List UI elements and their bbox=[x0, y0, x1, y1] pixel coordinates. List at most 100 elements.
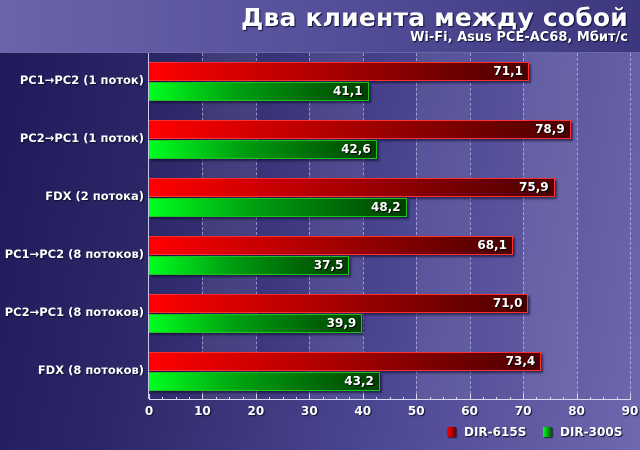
x-minor-tick bbox=[175, 397, 177, 400]
title-band: Два клиента между собой Wi-Fi, Asus PCE-… bbox=[0, 0, 640, 53]
x-minor-tick bbox=[189, 397, 191, 400]
x-minor-tick bbox=[269, 397, 271, 400]
x-minor-tick bbox=[402, 397, 404, 400]
bar-value-label: 78,9 bbox=[535, 122, 565, 136]
chart-subtitle: Wi-Fi, Asus PCE-AC68, Мбит/с bbox=[410, 30, 628, 45]
category-label: PC2→PC1 (8 потоков) bbox=[4, 305, 144, 319]
x-minor-tick bbox=[162, 397, 164, 400]
bar-value-label: 41,1 bbox=[333, 84, 363, 98]
legend-item-dir615s: DIR-615S bbox=[447, 425, 526, 439]
bar-value-label: 71,1 bbox=[493, 64, 523, 78]
x-tick bbox=[416, 394, 418, 400]
x-tick-label: 90 bbox=[621, 404, 639, 418]
x-tick bbox=[255, 394, 257, 400]
bar-dir615s: 71,0 bbox=[149, 294, 529, 313]
bar-dir615s: 78,9 bbox=[149, 120, 571, 139]
bar-dir300s: 48,2 bbox=[149, 198, 407, 217]
x-minor-tick bbox=[589, 397, 591, 400]
x-minor-tick bbox=[282, 397, 284, 400]
grid-line bbox=[202, 53, 204, 399]
bar-value-label: 48,2 bbox=[370, 200, 401, 214]
x-minor-tick bbox=[496, 397, 498, 400]
x-minor-tick bbox=[376, 397, 378, 400]
x-tick bbox=[202, 394, 204, 400]
x-tick-label: 20 bbox=[247, 404, 265, 418]
bar-value-label: 75,9 bbox=[519, 180, 549, 194]
grid-line bbox=[523, 53, 525, 399]
category-label: PC2→PC1 (1 поток) bbox=[19, 131, 144, 145]
bar-dir615s: 68,1 bbox=[149, 236, 513, 255]
legend-label: DIR-615S bbox=[464, 425, 527, 439]
bar-value-label: 43,2 bbox=[344, 374, 374, 388]
x-minor-tick bbox=[456, 397, 458, 400]
bar-dir615s: 73,4 bbox=[149, 352, 542, 371]
grid-line bbox=[576, 53, 578, 399]
grid-line bbox=[362, 53, 364, 399]
grid-line bbox=[255, 53, 257, 399]
x-minor-tick bbox=[603, 397, 605, 400]
x-minor-tick bbox=[229, 397, 231, 400]
legend-swatch-green-icon bbox=[543, 427, 552, 437]
x-minor-tick bbox=[322, 397, 324, 400]
grid-band bbox=[416, 53, 470, 399]
legend-label: DIR-300S bbox=[560, 425, 623, 439]
bar-value-label: 42,6 bbox=[341, 142, 371, 156]
bar-value-label: 39,9 bbox=[326, 316, 357, 330]
grid-line bbox=[469, 53, 471, 399]
category-label: FDX (2 потока) bbox=[45, 189, 144, 203]
x-minor-tick bbox=[242, 397, 244, 400]
x-minor-tick bbox=[442, 397, 444, 400]
x-tick-label: 80 bbox=[568, 404, 585, 418]
x-minor-tick bbox=[215, 397, 217, 400]
x-tick bbox=[576, 394, 578, 400]
legend-item-dir300s: DIR-300S bbox=[543, 425, 622, 439]
chart-title: Два клиента между собой bbox=[241, 3, 628, 32]
x-minor-tick bbox=[536, 397, 538, 400]
x-tick-label: 0 bbox=[144, 404, 154, 418]
x-tick bbox=[523, 394, 525, 400]
bar-dir300s: 37,5 bbox=[149, 256, 350, 275]
grid-band bbox=[577, 53, 630, 399]
x-minor-tick bbox=[336, 397, 338, 400]
x-minor-tick bbox=[563, 397, 565, 400]
x-tick bbox=[362, 394, 364, 400]
x-tick-label: 40 bbox=[354, 404, 372, 418]
x-tick-label: 30 bbox=[300, 404, 318, 418]
y-axis bbox=[148, 53, 149, 399]
x-minor-tick bbox=[295, 397, 297, 400]
category-label: PC1→PC2 (1 поток) bbox=[19, 73, 144, 87]
category-label: PC1→PC2 (8 потоков) bbox=[4, 247, 144, 261]
bar-dir300s: 41,1 bbox=[149, 82, 369, 101]
grid-band bbox=[470, 53, 523, 399]
x-tick bbox=[469, 394, 471, 400]
x-minor-tick bbox=[549, 397, 551, 400]
x-tick-label: 70 bbox=[514, 404, 532, 418]
x-tick bbox=[149, 394, 150, 400]
x-minor-tick bbox=[616, 397, 618, 400]
grid-band bbox=[149, 53, 202, 399]
legend-swatch-red-icon bbox=[447, 427, 456, 437]
grid-band bbox=[363, 53, 416, 399]
bar-value-label: 37,5 bbox=[313, 258, 344, 272]
bar-dir615s: 75,9 bbox=[149, 178, 555, 197]
bar-dir615s: 71,1 bbox=[149, 62, 529, 81]
x-tick-label: 10 bbox=[194, 404, 211, 418]
bar-dir300s: 43,2 bbox=[149, 372, 380, 391]
bar-value-label: 71,0 bbox=[492, 296, 523, 310]
x-minor-tick bbox=[509, 397, 511, 400]
bar-value-label: 73,4 bbox=[505, 354, 536, 368]
grid-line bbox=[630, 53, 631, 399]
grid-band bbox=[309, 53, 363, 399]
bar-dir300s: 42,6 bbox=[149, 140, 377, 159]
grid-line bbox=[416, 53, 418, 399]
x-minor-tick bbox=[389, 397, 391, 400]
plot-area bbox=[149, 53, 631, 399]
x-tick bbox=[630, 394, 631, 400]
grid-band bbox=[256, 53, 309, 399]
category-label: FDX (8 потоков) bbox=[37, 363, 144, 377]
x-tick-label: 60 bbox=[461, 404, 479, 418]
x-minor-tick bbox=[483, 397, 485, 400]
x-tick bbox=[309, 394, 311, 400]
x-minor-tick bbox=[349, 397, 351, 400]
grid-band bbox=[523, 53, 577, 399]
